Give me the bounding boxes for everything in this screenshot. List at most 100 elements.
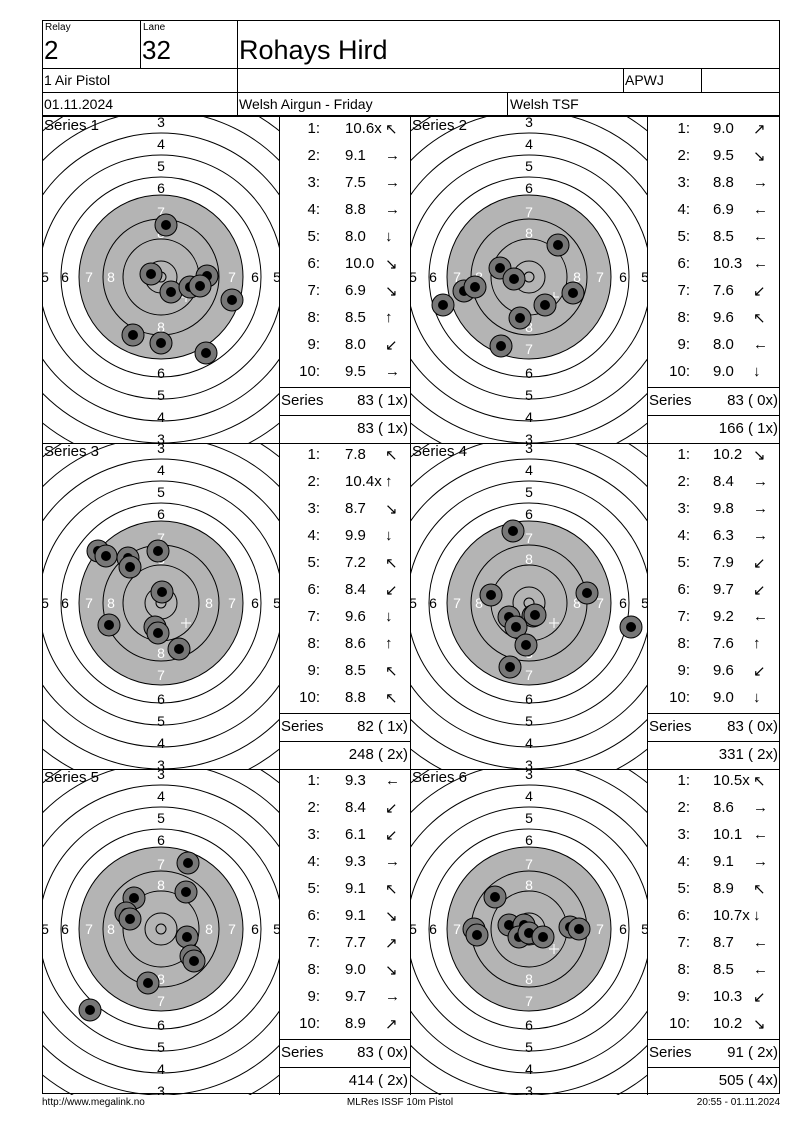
target-ring (411, 154, 647, 400)
shot-impact-center (181, 887, 191, 897)
series-target: 3 4 5 6 7 8 8 7 6 5 4 3 5 6 7 8 8 7 6 5 Series 5 (43, 769, 279, 1095)
shot-row: 4: 9.9 ↓ (280, 527, 410, 553)
shot-row: 4: 9.3 → (280, 853, 410, 879)
shot-number: 8: (677, 961, 690, 978)
shot-score: 8.7 (713, 934, 734, 951)
target-ring (60, 176, 262, 378)
running-total-value: 83 ( 1x) (357, 420, 408, 437)
shot-score: 9.9 (345, 527, 366, 544)
ring-number: 8 (525, 877, 533, 893)
ring-number: 6 (525, 832, 533, 848)
shot-score: 9.7 (345, 988, 366, 1005)
ring-number: 5 (525, 1039, 533, 1055)
ring-number: 6 (619, 269, 627, 285)
shot-row: 6: 9.1 ↘ (280, 907, 410, 933)
shot-direction-icon: ↘ (385, 962, 398, 979)
shot-score: 9.5 (713, 147, 734, 164)
ring-number: 7 (157, 204, 165, 220)
footer-url[interactable]: http://www.megalink.no (42, 1097, 145, 1108)
ring-number: 5 (157, 713, 165, 729)
shot-number: 3: (307, 500, 320, 517)
ring-number: 5 (525, 713, 533, 729)
ring-number: 7 (453, 921, 461, 937)
shot-number: 3: (307, 174, 320, 191)
shot-number: 2: (307, 473, 320, 490)
shot-row: 8: 9.6 ↖ (648, 309, 780, 335)
shot-direction-icon: ↙ (385, 800, 398, 817)
shot-row: 6: 10.0 ↘ (280, 255, 410, 281)
shot-number: 9: (307, 336, 320, 353)
target-ring (60, 828, 262, 1030)
shot-row: 4: 8.8 → (280, 201, 410, 227)
shot-direction-icon: ↖ (385, 447, 398, 464)
running-total-value: 248 ( 2x) (348, 746, 408, 763)
shot-impact-center (540, 300, 550, 310)
shot-number: 5: (677, 228, 690, 245)
shot-score: 7.5 (345, 174, 366, 191)
shot-direction-icon: ↓ (753, 363, 761, 380)
shot-score: 6.9 (713, 201, 734, 218)
shot-score: 8.5 (713, 228, 734, 245)
ring-number: 6 (61, 595, 69, 611)
ring-number: 8 (107, 269, 115, 285)
ring-number: 4 (157, 409, 165, 425)
shot-impact-center (183, 858, 193, 868)
shot-direction-icon: ↖ (385, 690, 398, 707)
ring-number: 4 (157, 788, 165, 804)
shot-direction-icon: ← (753, 826, 768, 843)
shot-number: 9: (307, 662, 320, 679)
shot-score: 8.8 (345, 201, 366, 218)
shot-number: 1: (677, 120, 690, 137)
footer-timestamp: 20:55 - 01.11.2024 (696, 1097, 780, 1108)
ring-number: 8 (157, 877, 165, 893)
shot-number: 8: (307, 309, 320, 326)
shot-row: 3: 6.1 ↙ (280, 826, 410, 852)
shot-direction-icon: ↖ (385, 555, 398, 572)
ring-number: 6 (619, 921, 627, 937)
shot-score: 9.3 (345, 853, 366, 870)
shot-row: 7: 7.6 ↙ (648, 282, 780, 308)
ring-number: 6 (157, 506, 165, 522)
shot-number: 4: (307, 853, 320, 870)
shot-row: 1: 7.8 ↖ (280, 446, 410, 472)
ring-number: 3 (525, 431, 533, 443)
shot-impact-center (166, 287, 176, 297)
shot-direction-icon: ↓ (753, 907, 761, 924)
footer-software: MLRes ISSF 10m Pistol (346, 1097, 454, 1108)
shot-direction-icon: ↙ (753, 989, 766, 1006)
shot-number: 1: (677, 446, 690, 463)
shot-impact-center (157, 587, 167, 597)
shot-impact-center (509, 274, 519, 284)
series-title: Series 4 (412, 443, 468, 460)
shot-number: 6: (307, 581, 320, 598)
shot-row: 4: 6.3 → (648, 527, 780, 553)
shot-score: 9.1 (345, 880, 366, 897)
group-center-cross (181, 618, 191, 628)
shot-row: 3: 7.5 → (280, 174, 410, 200)
running-total-row: 248 ( 2x) (280, 741, 410, 769)
ring-number: 7 (525, 993, 533, 1009)
shot-number: 10: (299, 1015, 320, 1032)
ring-number: 4 (525, 136, 533, 152)
running-total-row: 505 ( 4x) (648, 1067, 780, 1095)
ring-number: 4 (525, 735, 533, 751)
shot-number: 9: (307, 988, 320, 1005)
ring-number: 5 (43, 595, 49, 611)
ring-number: 6 (157, 832, 165, 848)
ring-number: 4 (525, 1061, 533, 1077)
shooter-name: Rohays Hird (239, 35, 388, 65)
shot-number: 2: (307, 147, 320, 164)
organizer-name: Welsh TSF (510, 96, 579, 112)
ring-number: 7 (525, 341, 533, 357)
shot-number: 5: (307, 228, 320, 245)
shot-impact-center (156, 338, 166, 348)
shot-score: 8.4 (345, 799, 366, 816)
shot-direction-icon: ← (753, 255, 768, 272)
ring-number: 3 (525, 769, 533, 782)
shot-impact-center (153, 628, 163, 638)
target-ring (60, 502, 262, 704)
